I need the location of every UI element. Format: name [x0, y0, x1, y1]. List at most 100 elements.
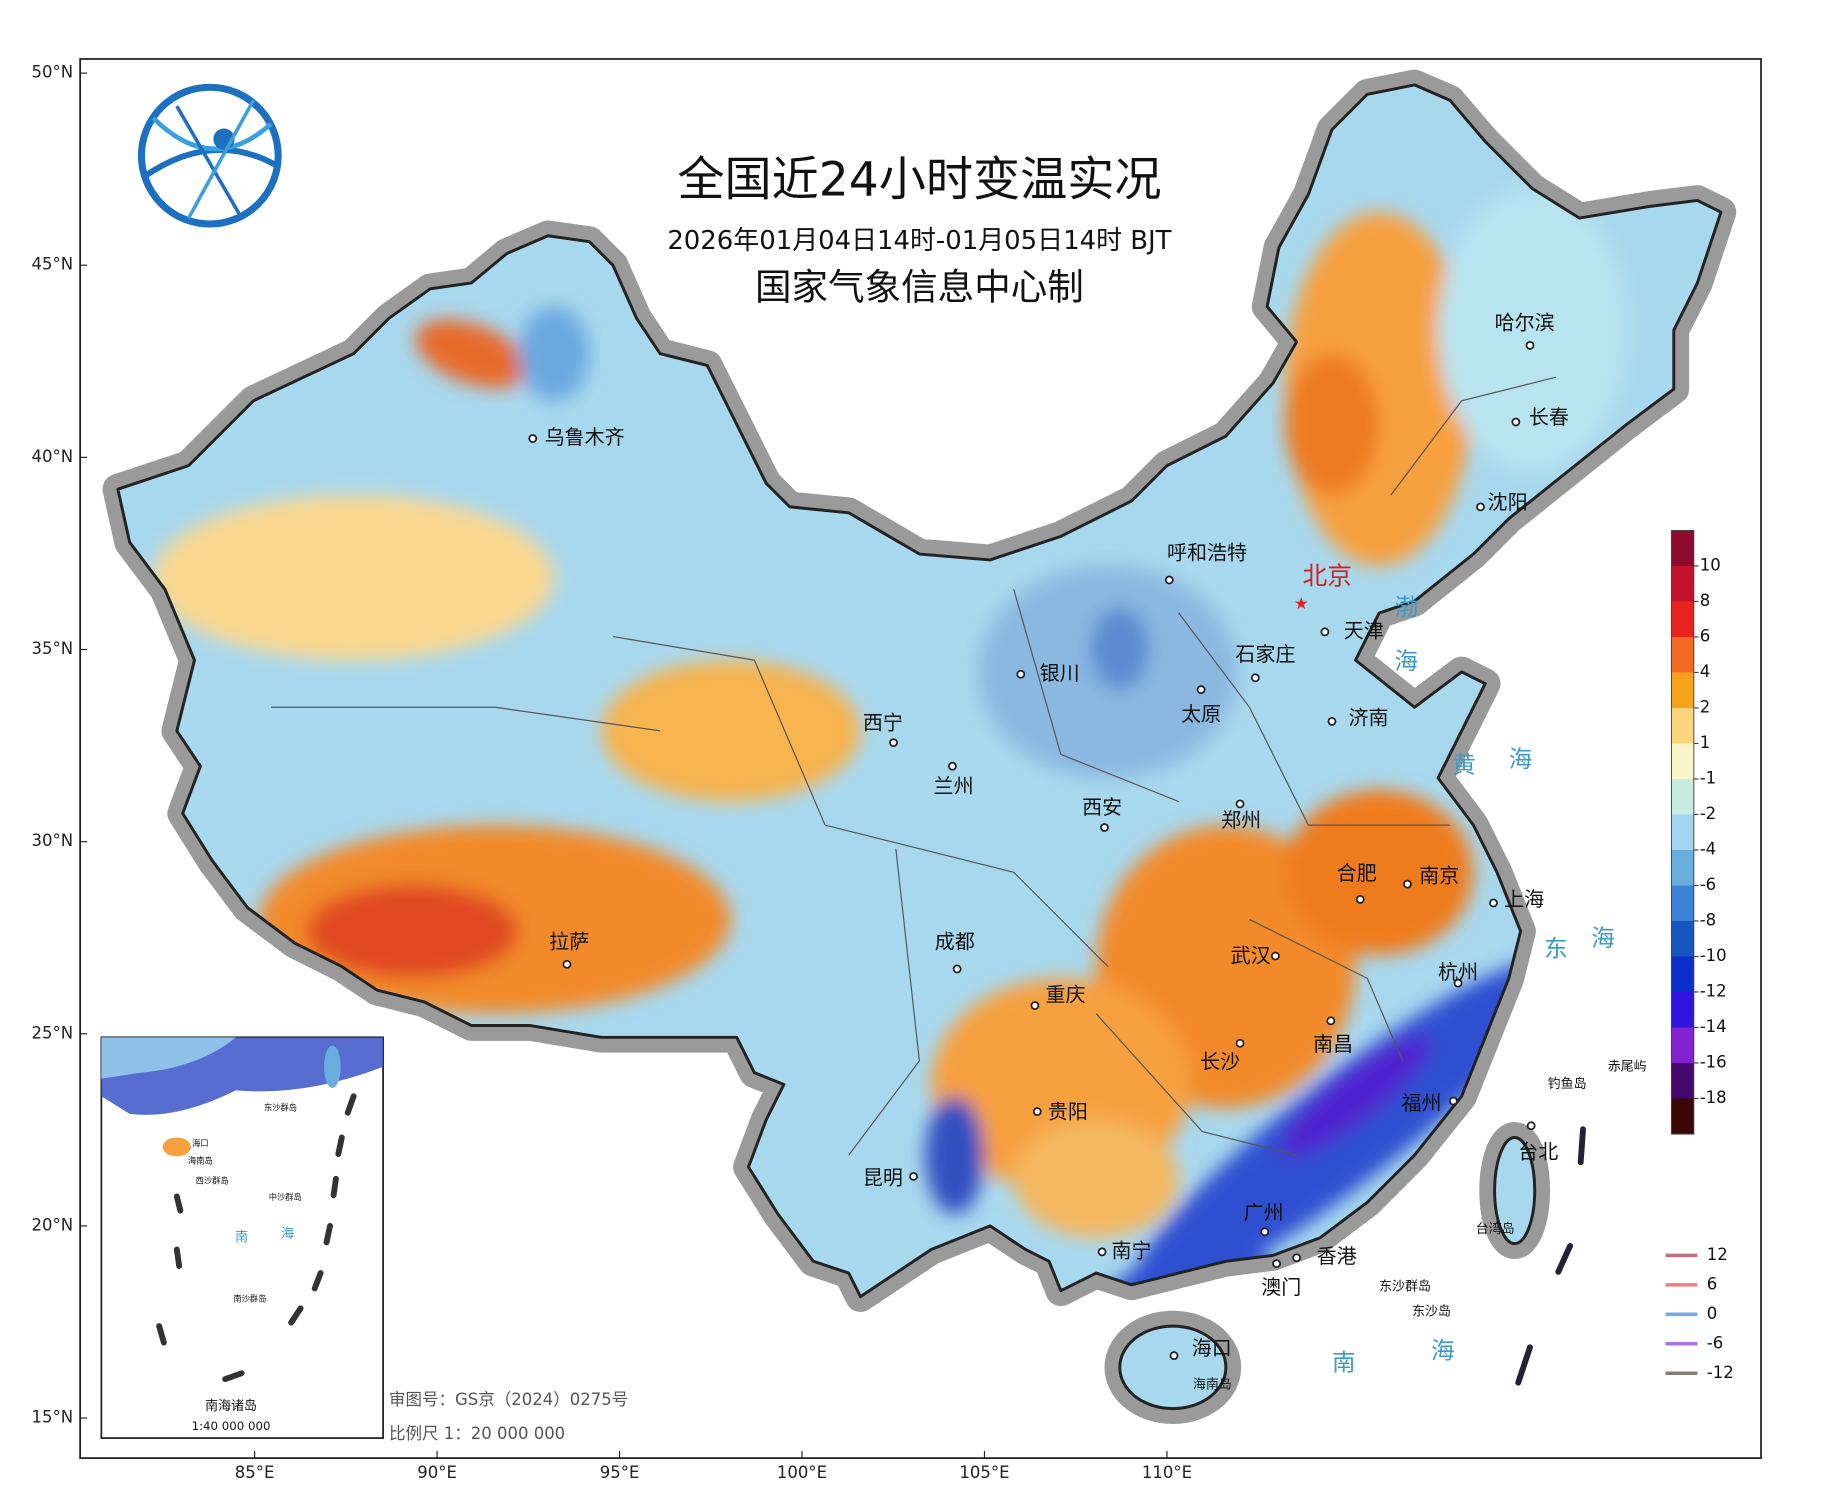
field-blob [1438, 188, 1627, 472]
city-dot [1526, 1121, 1536, 1131]
city-dot [1511, 417, 1521, 427]
colorbar-swatch [1671, 601, 1694, 638]
city-dot [1016, 669, 1026, 679]
city-label: 沈阳 [1488, 490, 1528, 514]
city-dot [1272, 1259, 1281, 1269]
lat-tick-label: 15°N [31, 1408, 73, 1427]
city-label: 广州 [1244, 1201, 1284, 1225]
colorbar-label: -10 [1700, 946, 1727, 965]
colorbar-label: 10 [1700, 555, 1721, 574]
city-dot [1030, 1001, 1040, 1010]
field-blob [1013, 1119, 1179, 1238]
sea-label: 海 [1509, 745, 1533, 773]
colorbar-swatch [1671, 1062, 1694, 1100]
sea-label: 海 [1591, 924, 1615, 952]
city-label: 海口 [1192, 1336, 1232, 1360]
colorbar-swatch [1671, 991, 1694, 1029]
sea-label: 黄 [1452, 751, 1476, 779]
subtitle: 2026年01月04日14时-01月05日14时 BJT [667, 226, 1171, 256]
city-dot [1196, 685, 1206, 695]
logo [137, 83, 282, 228]
field-blob [601, 660, 861, 802]
national-border [116, 83, 1723, 1411]
capital-star: ★ [1294, 594, 1309, 613]
inset [100, 1036, 384, 1439]
lon-tick-label: 105°E [959, 1463, 1009, 1482]
lon-tick-label: 90°E [417, 1463, 457, 1482]
lat-tick-label: 40°N [31, 447, 73, 466]
city-label: 福州 [1402, 1091, 1442, 1115]
city-label: 贵阳 [1048, 1099, 1088, 1123]
city-label: 澳门 [1261, 1275, 1301, 1299]
contour-legend-label: -6 [1707, 1333, 1723, 1352]
city-label: 太原 [1181, 702, 1221, 726]
field-blob [415, 319, 528, 388]
city-label: 北京 [1302, 562, 1352, 591]
city-dot [1355, 894, 1365, 904]
lat-tick-label: 35°N [31, 639, 73, 658]
colorbar-swatch [1671, 778, 1694, 816]
city-label: 南宁 [1112, 1238, 1152, 1262]
lat-tick-label: 45°N [31, 255, 73, 274]
place-label: 东沙岛 [1412, 1303, 1451, 1319]
field-blob [1279, 1035, 1432, 1158]
place-label: 东沙群岛 [1379, 1279, 1431, 1295]
colorbar-swatch [1671, 707, 1694, 745]
city-label: 天津 [1344, 618, 1384, 642]
city-dot [1326, 1016, 1336, 1026]
sea-label: 海 [1431, 1337, 1455, 1365]
city-dot [1250, 673, 1260, 683]
city-dot [947, 761, 957, 771]
lon-tick-label: 110°E [1142, 1463, 1192, 1482]
city-label: 长沙 [1200, 1050, 1240, 1074]
city-label: 兰州 [934, 774, 974, 798]
city-dot [1260, 1227, 1270, 1237]
colorbar-swatch [1671, 885, 1694, 922]
colorbar-label: -12 [1700, 981, 1727, 1000]
city-label: 南昌 [1313, 1032, 1353, 1056]
city-label: 哈尔滨 [1495, 311, 1555, 335]
city-label: 昆明 [863, 1165, 903, 1189]
colorbar-label: 2 [1700, 697, 1711, 716]
city-label: 郑州 [1221, 808, 1261, 832]
colorbar-swatch [1671, 743, 1694, 780]
colorbar-label: 6 [1700, 626, 1711, 645]
contour-legend-label: 0 [1707, 1304, 1718, 1323]
contour-legend-label: 12 [1707, 1245, 1728, 1264]
lon-tick-label: 95°E [600, 1463, 640, 1482]
colorbar-label: -14 [1700, 1017, 1727, 1036]
lon-tick-label: 100°E [777, 1463, 827, 1482]
city-label: 呼和浩特 [1167, 541, 1247, 565]
city-dot [1489, 898, 1498, 908]
city-dot [1100, 823, 1109, 832]
city-label: 武汉 [1231, 944, 1271, 968]
boundary-dash [1515, 1126, 1586, 1386]
city-dot [562, 959, 572, 969]
colorbar-swatch [1671, 636, 1694, 674]
city-label: 台北 [1518, 1139, 1558, 1163]
place-label: 海南岛 [1193, 1377, 1232, 1393]
review-number: 审图号：GS京（2024）0275号 [389, 1390, 628, 1409]
province-borders [271, 376, 1557, 1156]
colorbar-label: -16 [1700, 1052, 1727, 1071]
place-label: 赤尾屿 [1608, 1059, 1647, 1074]
city-dot [1448, 1096, 1458, 1106]
city-label: 石家庄 [1235, 642, 1295, 666]
place-label: 钓鱼岛 [1548, 1076, 1587, 1092]
city-label: 拉萨 [549, 930, 589, 954]
colorbar-label: 1 [1700, 733, 1711, 752]
sea-label: 海 [1394, 647, 1418, 675]
colorbar-label: -18 [1700, 1088, 1727, 1107]
city-label: 合肥 [1337, 861, 1377, 885]
lat-tick-label: 50°N [31, 63, 73, 82]
colorbar-swatch [1671, 672, 1694, 709]
sea-label: 渤 [1394, 593, 1418, 621]
inset-scale: 1:40 000 000 [192, 1419, 271, 1433]
field-blobs [153, 188, 1627, 1307]
colorbar-swatch [1671, 849, 1694, 887]
field-blob [153, 495, 555, 661]
colorbar-swatch [1671, 956, 1694, 993]
city-label: 杭州 [1438, 960, 1478, 984]
